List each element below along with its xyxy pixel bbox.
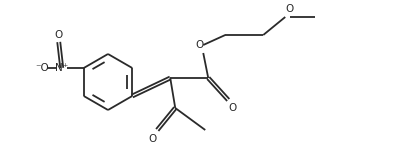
Text: O: O — [195, 40, 204, 50]
Text: ⁻O: ⁻O — [35, 63, 49, 73]
Text: O: O — [228, 103, 236, 113]
Text: O: O — [285, 4, 293, 14]
Text: N⁺: N⁺ — [55, 63, 69, 73]
Text: O: O — [55, 30, 63, 40]
Text: O: O — [148, 134, 156, 144]
